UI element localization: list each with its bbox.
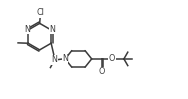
Text: N: N	[24, 25, 30, 34]
Text: N: N	[52, 55, 57, 64]
Text: O: O	[109, 54, 115, 63]
Text: O: O	[99, 67, 105, 76]
Text: Cl: Cl	[37, 8, 45, 17]
Text: N: N	[50, 25, 56, 34]
Text: N: N	[62, 54, 68, 63]
